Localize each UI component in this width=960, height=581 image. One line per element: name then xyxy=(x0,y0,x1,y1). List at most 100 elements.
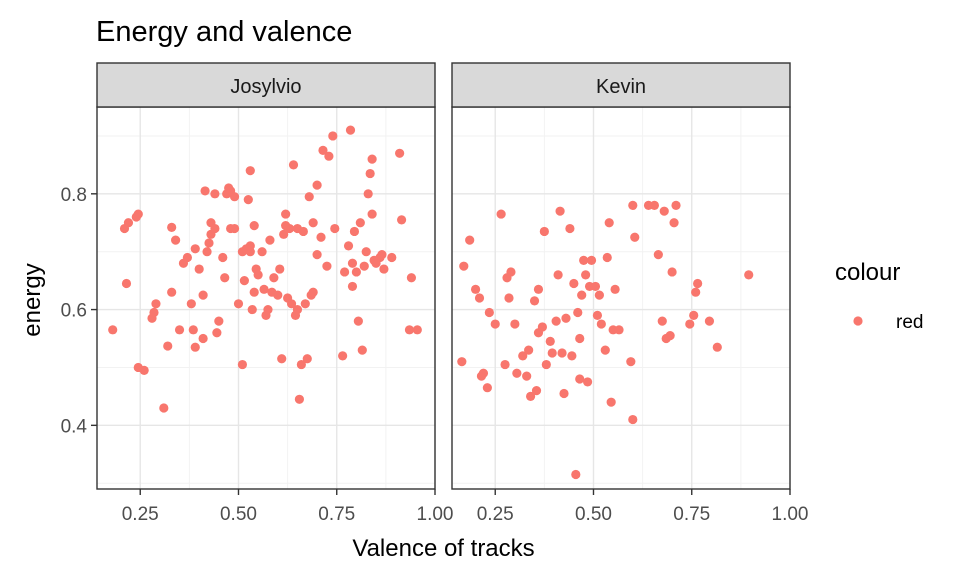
data-point xyxy=(575,374,585,384)
data-point xyxy=(628,200,638,210)
data-point xyxy=(561,313,571,323)
legend-label: red xyxy=(896,312,923,333)
data-point xyxy=(586,255,597,265)
data-point xyxy=(704,316,715,326)
data-point xyxy=(265,235,275,245)
data-point xyxy=(190,342,200,352)
data-point xyxy=(151,299,161,309)
data-point xyxy=(484,307,494,318)
data-point xyxy=(610,284,620,294)
data-point xyxy=(194,264,204,274)
data-point xyxy=(496,209,506,219)
data-point xyxy=(569,278,579,289)
data-point xyxy=(249,221,259,231)
panel-background xyxy=(452,107,790,489)
data-point xyxy=(218,252,228,263)
x-tick-label: 0.25 xyxy=(122,504,159,525)
data-point xyxy=(592,310,603,320)
data-point xyxy=(312,180,322,190)
data-point xyxy=(363,189,373,199)
data-point xyxy=(108,325,118,335)
data-point xyxy=(377,249,387,260)
data-point xyxy=(338,351,348,361)
data-point xyxy=(123,218,134,228)
data-point xyxy=(712,342,722,352)
data-point xyxy=(490,319,500,329)
data-point xyxy=(349,226,360,237)
x-tick-label: 1.00 xyxy=(417,504,454,525)
data-point xyxy=(357,345,367,355)
data-point xyxy=(529,296,540,306)
y-tick-label: 0.8 xyxy=(61,185,87,206)
data-point xyxy=(518,351,528,361)
x-tick-label: 1.00 xyxy=(772,504,809,525)
data-point xyxy=(531,386,542,396)
data-point xyxy=(577,290,587,300)
data-point xyxy=(298,226,308,237)
data-point xyxy=(243,195,253,205)
data-point xyxy=(279,229,289,239)
data-point xyxy=(526,391,536,401)
data-point xyxy=(459,261,469,271)
x-tick-label: 0.25 xyxy=(477,504,514,525)
data-point xyxy=(300,299,310,309)
data-point xyxy=(229,192,240,202)
data-point xyxy=(198,333,208,344)
data-point xyxy=(347,258,358,268)
data-point xyxy=(614,325,624,335)
data-point xyxy=(571,469,581,480)
data-point xyxy=(281,209,291,219)
data-point xyxy=(541,359,551,370)
data-point xyxy=(345,125,356,135)
data-point xyxy=(167,287,177,297)
data-point xyxy=(596,319,606,329)
data-point xyxy=(308,287,318,297)
data-point xyxy=(649,200,660,210)
data-point xyxy=(590,281,601,292)
data-point xyxy=(149,307,159,318)
y-axis-label: energy xyxy=(19,263,46,336)
data-point xyxy=(328,131,338,141)
data-point xyxy=(304,192,314,202)
data-point xyxy=(296,359,306,370)
data-point xyxy=(361,247,371,257)
data-point xyxy=(537,322,547,332)
data-point xyxy=(355,218,365,228)
data-point xyxy=(744,270,754,280)
facet-strip xyxy=(96,62,436,108)
data-point xyxy=(412,325,422,335)
data-point xyxy=(292,304,303,315)
data-point xyxy=(628,414,638,425)
data-point xyxy=(470,284,481,294)
data-point xyxy=(245,241,255,251)
legend-title: colour xyxy=(835,259,900,286)
data-point xyxy=(121,278,132,289)
data-point xyxy=(159,403,169,413)
data-point xyxy=(233,299,244,309)
data-point xyxy=(657,316,667,326)
data-point xyxy=(630,232,640,242)
data-point xyxy=(257,247,267,257)
data-point xyxy=(626,357,636,367)
data-point xyxy=(575,333,585,344)
data-point xyxy=(182,252,192,263)
data-point xyxy=(581,270,591,280)
legend: colour red xyxy=(835,259,923,333)
y-tick-label: 0.6 xyxy=(61,301,87,322)
data-point xyxy=(269,273,279,283)
data-point xyxy=(322,261,332,271)
data-point xyxy=(253,270,263,280)
data-point xyxy=(343,241,354,251)
data-point xyxy=(318,145,328,156)
data-point xyxy=(539,226,549,237)
data-point xyxy=(302,354,312,364)
x-tick-label: 0.75 xyxy=(318,504,355,525)
data-point xyxy=(689,310,699,320)
data-point xyxy=(557,348,567,358)
data-point xyxy=(404,325,415,335)
data-point xyxy=(653,249,663,260)
data-point xyxy=(245,166,255,176)
data-point xyxy=(249,287,259,297)
facet-panel-kevin: Kevin 0.25 0.50 0.75 1.00 xyxy=(451,62,809,525)
data-point xyxy=(573,307,583,318)
